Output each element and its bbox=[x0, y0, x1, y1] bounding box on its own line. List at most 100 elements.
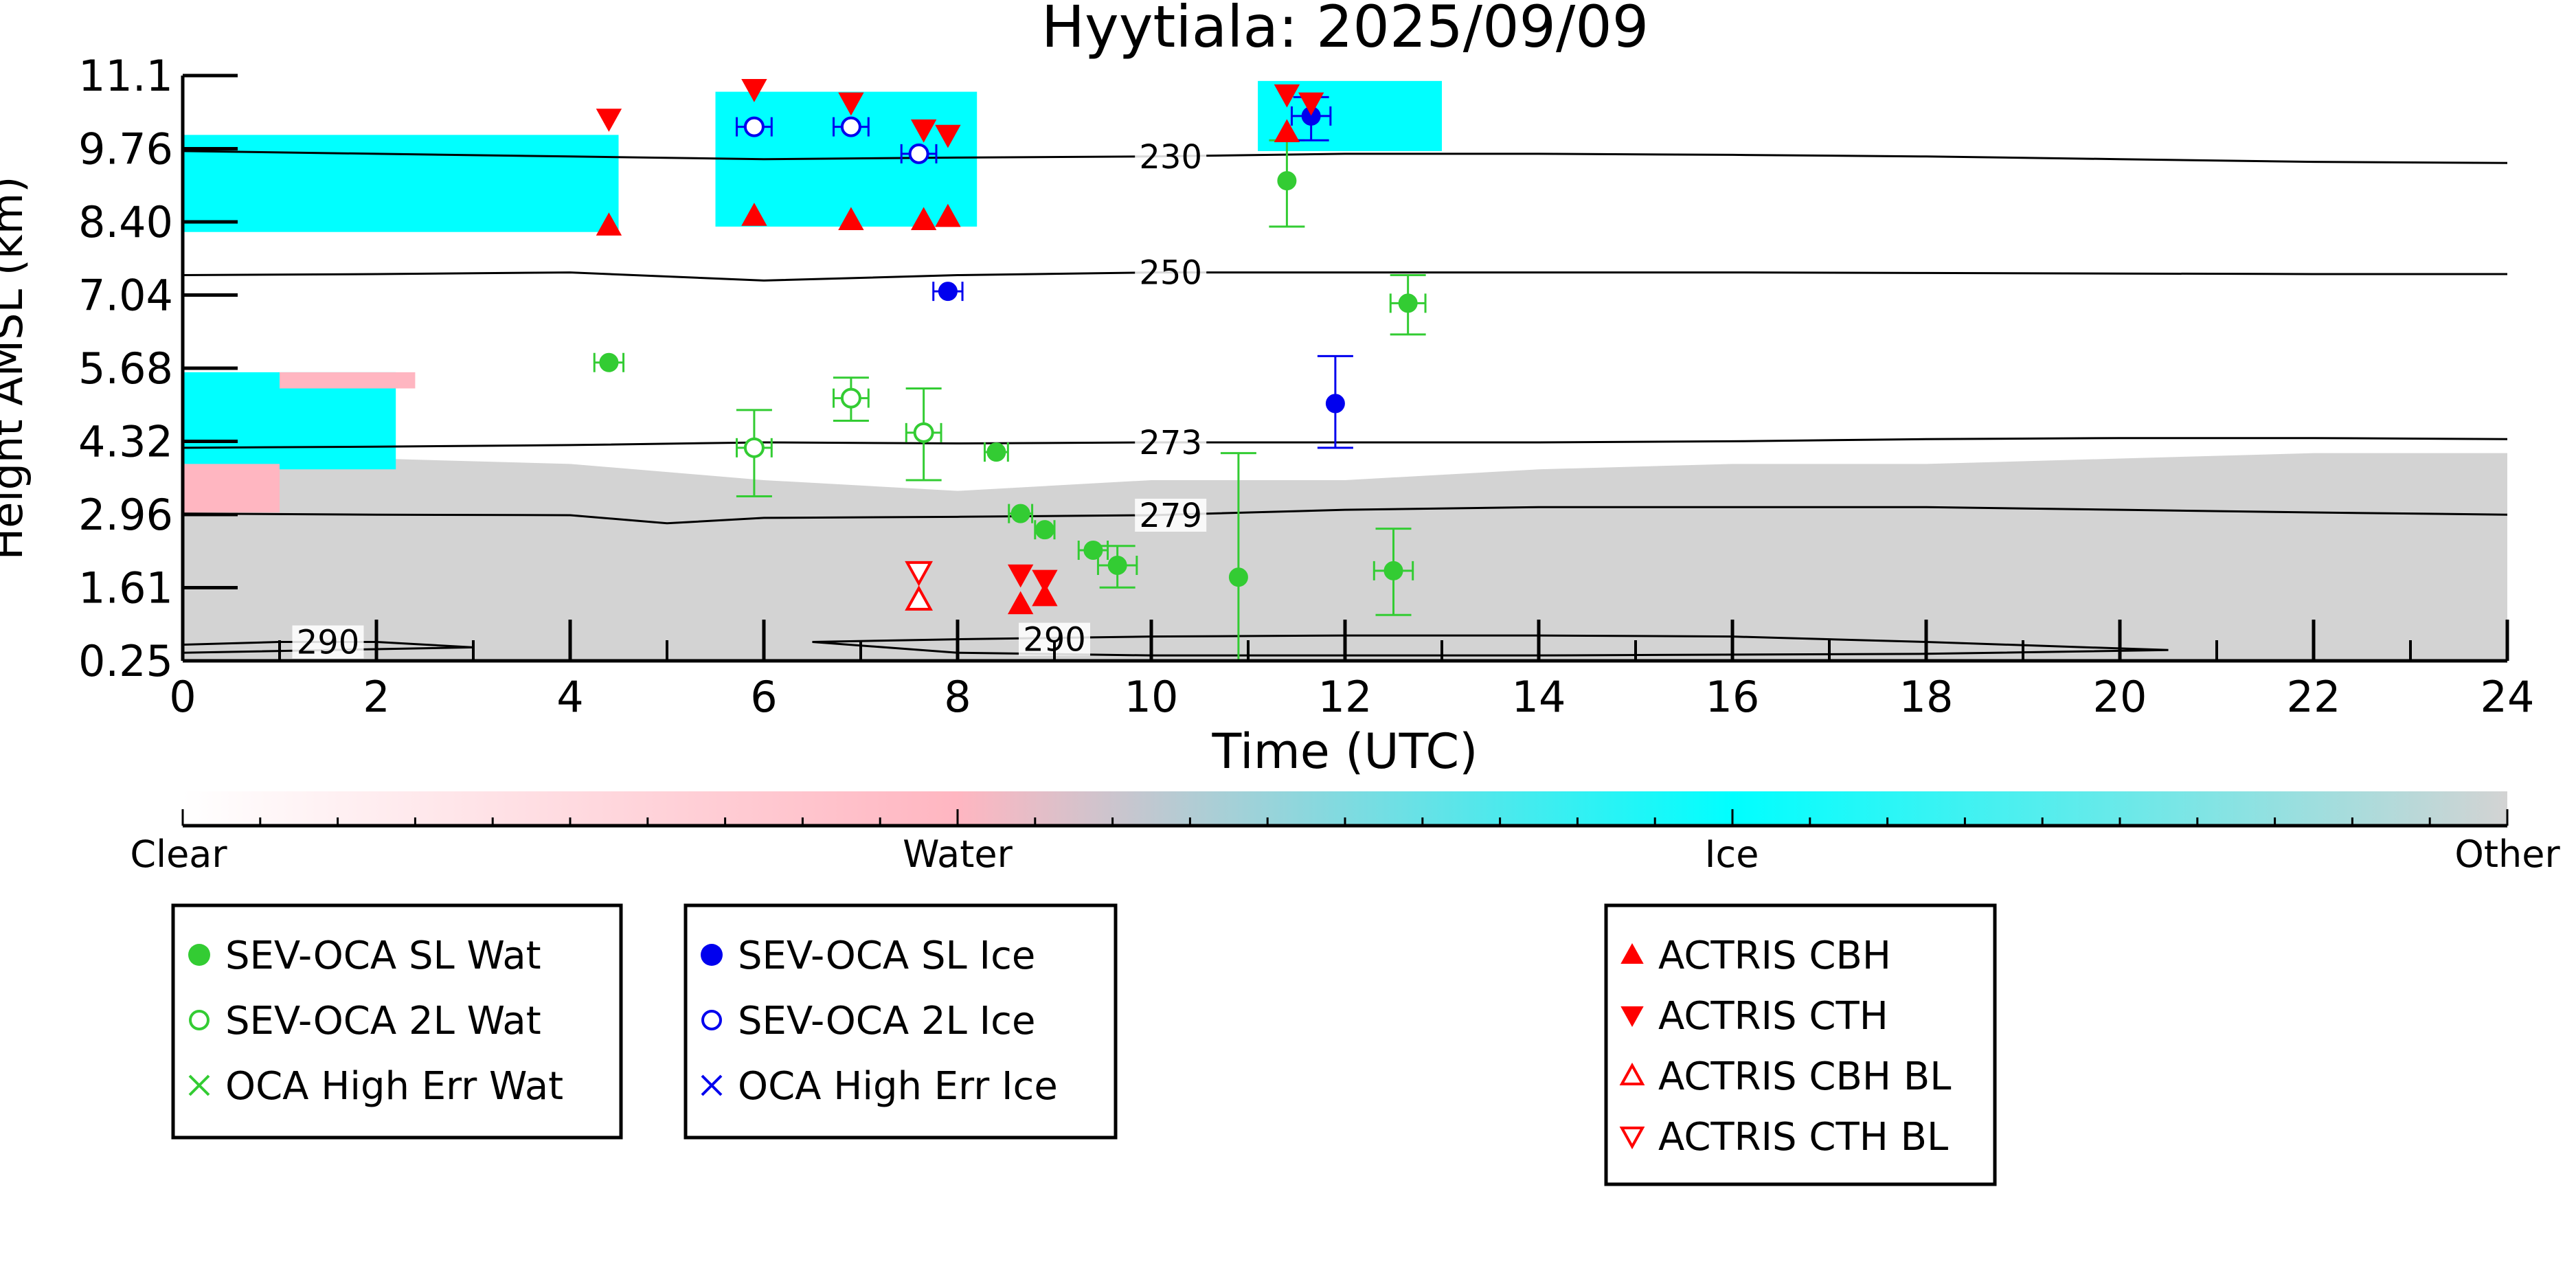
data-point bbox=[1298, 92, 1324, 116]
data-point bbox=[910, 119, 937, 143]
x-tick-label: 16 bbox=[1706, 672, 1760, 722]
data-point bbox=[838, 207, 864, 231]
legend-marker bbox=[188, 944, 210, 966]
data-point bbox=[599, 352, 619, 372]
legend-box-2: SEV-OCA SL Ice SEV-OCA 2L Ice OCA High Err… bbox=[683, 903, 1118, 1140]
legend-entry: ACTRIS CBH bbox=[1620, 934, 1891, 978]
legend-label: ACTRIS CBH bbox=[1658, 934, 1891, 978]
data-point bbox=[913, 422, 934, 443]
x-tick-label: 14 bbox=[1512, 672, 1566, 722]
legend-label: SEV-OCA SL Wat bbox=[225, 934, 541, 978]
series-actris-cth-bl bbox=[905, 561, 933, 587]
legend-frame bbox=[171, 903, 623, 1140]
series-actris-cbh bbox=[596, 119, 1300, 615]
legend-label: SEV-OCA 2L Wat bbox=[225, 999, 541, 1043]
series-actris-cth bbox=[596, 79, 1324, 594]
background-region-ice bbox=[183, 135, 619, 232]
data-point bbox=[1325, 394, 1345, 414]
legend-label: SEV-OCA 2L Ice bbox=[738, 999, 1035, 1043]
data-point bbox=[910, 207, 937, 231]
legend-marker bbox=[189, 1010, 210, 1030]
classification-colorbar: Clear Water Ice Other bbox=[130, 791, 2560, 876]
contour-273 bbox=[183, 437, 2507, 449]
legend-entry: OCA High Err Wat bbox=[188, 1064, 563, 1109]
background-region-water bbox=[183, 464, 280, 513]
y-axis-label: Height AMSL (km) bbox=[0, 177, 32, 561]
legend-label: OCA High Err Wat bbox=[225, 1064, 563, 1109]
colorbar-label-other: Other bbox=[2454, 833, 2560, 876]
legend-frame bbox=[683, 903, 1118, 1140]
data-point bbox=[1035, 520, 1054, 540]
x-axis-label: Time (UTC) bbox=[1212, 723, 1478, 780]
legend-marker bbox=[701, 1074, 723, 1096]
legend-box-3: ACTRIS CBH ACTRIS CTH ACTRIS CBH BL ACTRIS … bbox=[1604, 903, 1997, 1186]
x-tick-label: 24 bbox=[2481, 672, 2535, 722]
series-actris-cbh-bl bbox=[905, 585, 933, 611]
data-point bbox=[1007, 564, 1034, 588]
data-series bbox=[593, 79, 1427, 662]
data-point bbox=[743, 116, 765, 137]
legend-marker bbox=[701, 1010, 722, 1030]
legend-label: ACTRIS CBH BL bbox=[1658, 1054, 1951, 1099]
legend-entry: SEV-OCA SL Wat bbox=[188, 934, 541, 978]
data-point bbox=[840, 387, 861, 409]
contour-label-250: 250 bbox=[1139, 254, 1202, 293]
y-tick-label: 11.1 bbox=[78, 51, 173, 101]
legend-entry: SEV-OCA SL Ice bbox=[701, 934, 1035, 978]
x-tick-label: 6 bbox=[750, 672, 777, 722]
legend-frame bbox=[1604, 903, 1997, 1186]
y-tick-label: 1.61 bbox=[78, 563, 173, 613]
legend-label: SEV-OCA SL Ice bbox=[738, 934, 1035, 978]
y-tick-label: 0.25 bbox=[78, 636, 173, 686]
legend-label: ACTRIS CTH bbox=[1658, 994, 1888, 1039]
y-tick-label: 8.40 bbox=[78, 197, 173, 247]
series-sev-oca-2l-wat bbox=[736, 376, 942, 497]
legend-entry: ACTRIS CTH BL bbox=[1619, 1115, 1948, 1160]
x-tick-label: 10 bbox=[1125, 672, 1179, 722]
chart-title: Hyytiala: 2025/09/09 bbox=[1041, 0, 1649, 60]
contour-label-279: 279 bbox=[1139, 497, 1202, 535]
legend-entry: ACTRIS CBH BL bbox=[1619, 1054, 1951, 1099]
x-tick-label: 2 bbox=[363, 672, 389, 722]
data-point bbox=[986, 442, 1006, 462]
data-point bbox=[596, 109, 622, 132]
data-point bbox=[935, 124, 961, 148]
contour-230 bbox=[183, 150, 2507, 164]
legend-entry: OCA High Err Ice bbox=[701, 1064, 1058, 1109]
background-region-water bbox=[280, 372, 416, 389]
legend-marker bbox=[188, 1074, 210, 1096]
data-point bbox=[938, 282, 958, 302]
cloud-classification-background bbox=[183, 80, 2507, 661]
x-tick-label: 8 bbox=[944, 672, 971, 722]
series-sev-oca-2l-ice bbox=[736, 116, 938, 164]
data-point bbox=[741, 79, 767, 102]
data-point bbox=[1274, 119, 1300, 143]
contour-label-290: 290 bbox=[297, 624, 360, 662]
legend-marker bbox=[1619, 1062, 1645, 1085]
legend-label: OCA High Err Ice bbox=[738, 1064, 1058, 1109]
data-point bbox=[1277, 171, 1297, 191]
x-tick-label: 0 bbox=[169, 672, 196, 722]
x-tick-label: 20 bbox=[2093, 672, 2147, 722]
data-point bbox=[840, 116, 861, 137]
contour-label-273: 273 bbox=[1139, 424, 1202, 462]
y-tick-label: 4.32 bbox=[78, 417, 173, 467]
y-tick-label: 2.96 bbox=[78, 490, 173, 540]
data-point bbox=[935, 203, 961, 227]
background-region-other bbox=[183, 453, 2507, 661]
legend-marker bbox=[701, 944, 723, 966]
x-tick-label: 4 bbox=[556, 672, 583, 722]
y-tick-label: 7.04 bbox=[78, 271, 173, 321]
data-point bbox=[908, 143, 929, 164]
data-point bbox=[1083, 541, 1103, 561]
data-point bbox=[905, 561, 933, 587]
data-point bbox=[1032, 569, 1058, 594]
legend-marker bbox=[1620, 942, 1644, 964]
data-point bbox=[1010, 504, 1030, 523]
series-sev-oca-sl-wat bbox=[593, 139, 1427, 662]
legend-entry: ACTRIS CTH bbox=[1620, 994, 1888, 1039]
colorbar-label-ice: Ice bbox=[1705, 833, 1759, 876]
data-point bbox=[596, 212, 622, 236]
data-point bbox=[1274, 84, 1300, 108]
